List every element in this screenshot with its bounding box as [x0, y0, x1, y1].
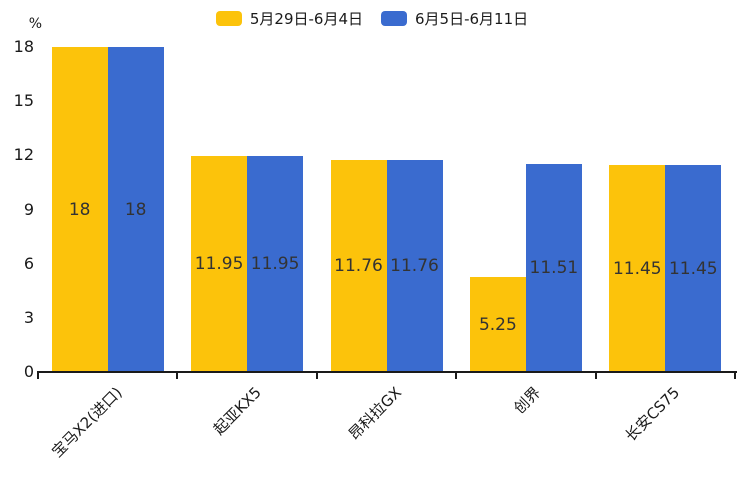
legend-item: 5月29日-6月4日 — [215, 8, 363, 29]
x-tick-mark — [734, 373, 736, 379]
bar: 11.95 — [247, 156, 304, 372]
bar-value-label: 18 — [68, 199, 91, 220]
y-tick-label: 18 — [13, 37, 34, 56]
bar: 11.45 — [665, 165, 722, 372]
legend: 5月29日-6月4日 6月5日-6月11日 — [0, 8, 744, 29]
y-tick-label: 3 — [23, 307, 34, 327]
x-category-label: 长安CS75 — [621, 383, 684, 445]
x-category-label: 昂科拉GX — [344, 383, 405, 444]
bar-value-label: 11.51 — [529, 258, 579, 279]
x-category-label: 宝马X2(进口) — [48, 383, 126, 461]
x-tick-mark — [455, 373, 458, 379]
bar-value-label: 11.95 — [194, 254, 244, 275]
bar-value-label: 5.25 — [478, 314, 517, 335]
legend-swatch — [381, 11, 407, 26]
bar: 5.25 — [469, 277, 526, 372]
bar-value-label: 11.45 — [668, 258, 718, 279]
x-axis-line — [37, 371, 737, 373]
y-tick-label: 0 — [23, 362, 34, 381]
bar: 18 — [107, 47, 164, 372]
y-tick-label: 12 — [13, 145, 34, 165]
legend-swatch — [215, 11, 242, 26]
legend-label: 5月29日-6月4日 — [249, 10, 363, 28]
bar-value-label: 18 — [124, 199, 147, 220]
bar: 11.76 — [330, 159, 387, 372]
x-tick-mark — [315, 373, 318, 379]
y-tick-label: 6 — [23, 253, 34, 273]
bar: 11.95 — [191, 156, 248, 372]
bar-value-label: 11.76 — [390, 255, 439, 276]
bar: 11.45 — [609, 165, 666, 372]
legend-label: 6月5日-6月11日 — [415, 10, 529, 28]
y-tick-label: 15 — [13, 91, 34, 111]
bar-value-label: 11.76 — [334, 255, 383, 276]
x-tick-mark — [176, 373, 179, 379]
bar-value-label: 11.95 — [250, 254, 300, 275]
y-axis-unit-label: % — [28, 16, 42, 32]
bar: 11.51 — [525, 164, 582, 372]
x-category-label: 起亚KX5 — [210, 383, 266, 439]
legend-item: 6月5日-6月11日 — [381, 8, 528, 29]
bar: 18 — [51, 47, 108, 372]
x-tick-mark — [594, 373, 597, 379]
x-category-label: 创界 — [510, 383, 545, 418]
bar: 11.76 — [386, 159, 443, 372]
x-tick-mark — [37, 373, 39, 379]
y-tick-label: 9 — [23, 199, 34, 219]
bar-value-label: 11.45 — [612, 258, 662, 279]
